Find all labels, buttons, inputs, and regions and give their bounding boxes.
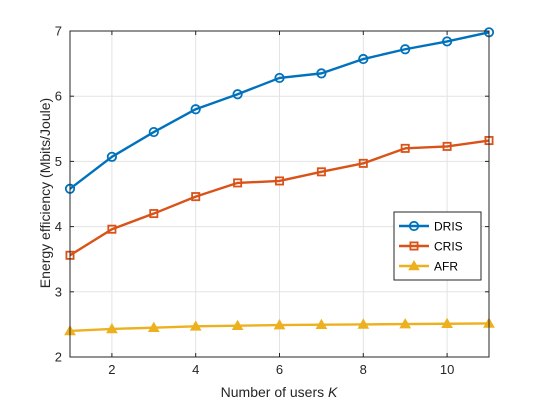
data-point-dris xyxy=(148,126,159,138)
data-point-cris xyxy=(316,167,326,177)
data-point-dris xyxy=(232,89,243,100)
data-point-dris xyxy=(106,151,118,162)
legend-marker-cris xyxy=(409,241,419,251)
data-point-afr xyxy=(357,318,370,329)
data-point-cris xyxy=(442,141,452,151)
legend-label-cris: CRIS xyxy=(434,240,463,254)
series-dris xyxy=(64,27,495,194)
x-tick-label: 8 xyxy=(360,362,367,377)
legend-label-dris: DRIS xyxy=(434,220,463,234)
series-line-dris xyxy=(69,31,490,190)
data-point-afr xyxy=(273,319,286,330)
data-point-cris xyxy=(274,176,284,186)
x-tick-label: 4 xyxy=(192,362,199,377)
data-point-afr xyxy=(399,318,412,329)
y-tick-label: 7 xyxy=(55,24,62,39)
y-tick-label: 4 xyxy=(55,219,62,234)
legend-label-afr: AFR xyxy=(434,260,458,274)
data-point-dris xyxy=(441,36,453,47)
axis-ticks: 2 4 6 8 10 2 3 4 5 6 7 xyxy=(55,24,489,377)
x-tick-label: 10 xyxy=(440,362,454,377)
data-point-cris xyxy=(191,192,201,202)
series-afr xyxy=(64,317,495,336)
data-point-cris xyxy=(149,209,159,219)
y-tick-label: 3 xyxy=(55,284,62,299)
data-point-dris xyxy=(190,104,201,115)
data-point-cris xyxy=(233,178,243,188)
x-axis-label: Number of users K xyxy=(221,384,338,400)
x-axis-label-variable: K xyxy=(328,384,338,400)
x-tick-label: 2 xyxy=(108,362,115,377)
y-axis-label: Energy efficiency (Mbits/Joule) xyxy=(37,98,53,288)
x-tick-label: 6 xyxy=(276,362,283,377)
data-point-afr xyxy=(315,318,328,330)
data-point-dris xyxy=(400,44,411,55)
legend: DRIS CRIS AFR xyxy=(393,211,482,281)
data-point-dris xyxy=(358,53,369,65)
data-point-afr xyxy=(106,322,118,334)
data-point-afr xyxy=(231,319,244,331)
data-point-afr xyxy=(189,320,202,331)
y-tick-label: 5 xyxy=(55,154,62,169)
legend-marker-dris xyxy=(408,220,420,232)
data-point-afr xyxy=(441,317,453,329)
x-axis-label-text: Number of users xyxy=(221,384,328,400)
series-line-cris xyxy=(69,139,490,257)
series-layer xyxy=(64,27,495,336)
data-point-cris xyxy=(358,158,368,168)
data-point-cris xyxy=(107,224,117,234)
y-tick-label: 6 xyxy=(55,89,62,104)
data-point-cris xyxy=(400,143,410,153)
legend-marker-afr xyxy=(408,259,420,271)
data-point-afr xyxy=(147,321,160,332)
y-tick-label: 2 xyxy=(55,350,62,365)
data-point-dris xyxy=(274,72,285,84)
data-point-dris xyxy=(316,68,327,79)
